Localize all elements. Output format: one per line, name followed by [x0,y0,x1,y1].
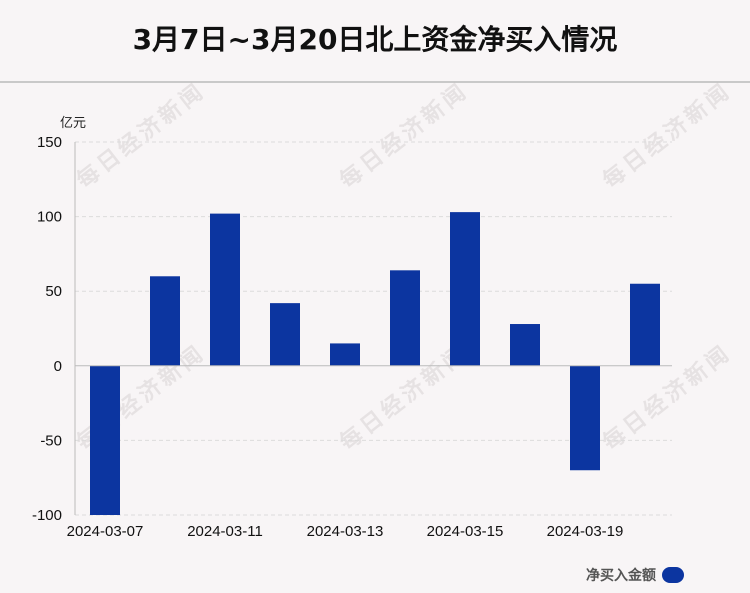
bar [630,283,660,366]
y-axis-unit-label: 亿元 [60,116,87,131]
y-tick-label: -50 [40,432,62,449]
x-tick-label: 2024-03-13 [307,523,384,540]
bar [450,212,480,366]
title-divider [0,81,750,83]
bar [570,365,600,471]
legend-label: 净买入金额 [586,568,656,584]
legend-swatch [662,567,684,583]
y-tick-label: 0 [54,358,62,375]
bar [210,213,240,366]
y-tick-label: 100 [37,209,62,226]
bar [270,303,300,366]
y-tick-label: 150 [37,134,62,151]
y-tick-label: 50 [45,283,62,300]
legend: 净买入金额 [586,565,684,585]
bar [390,270,420,366]
bar [150,276,180,366]
bar [510,324,540,366]
y-tick-label: -100 [32,507,62,524]
chart-title: 3月7日~3月20日北上资金净买入情况 [132,23,618,56]
x-tick-label: 2024-03-11 [187,523,263,540]
x-tick-label: 2024-03-15 [427,523,504,540]
x-tick-label: 2024-03-19 [547,523,624,540]
bar [90,365,120,515]
bar [330,343,360,366]
x-tick-label: 2024-03-07 [67,523,144,540]
